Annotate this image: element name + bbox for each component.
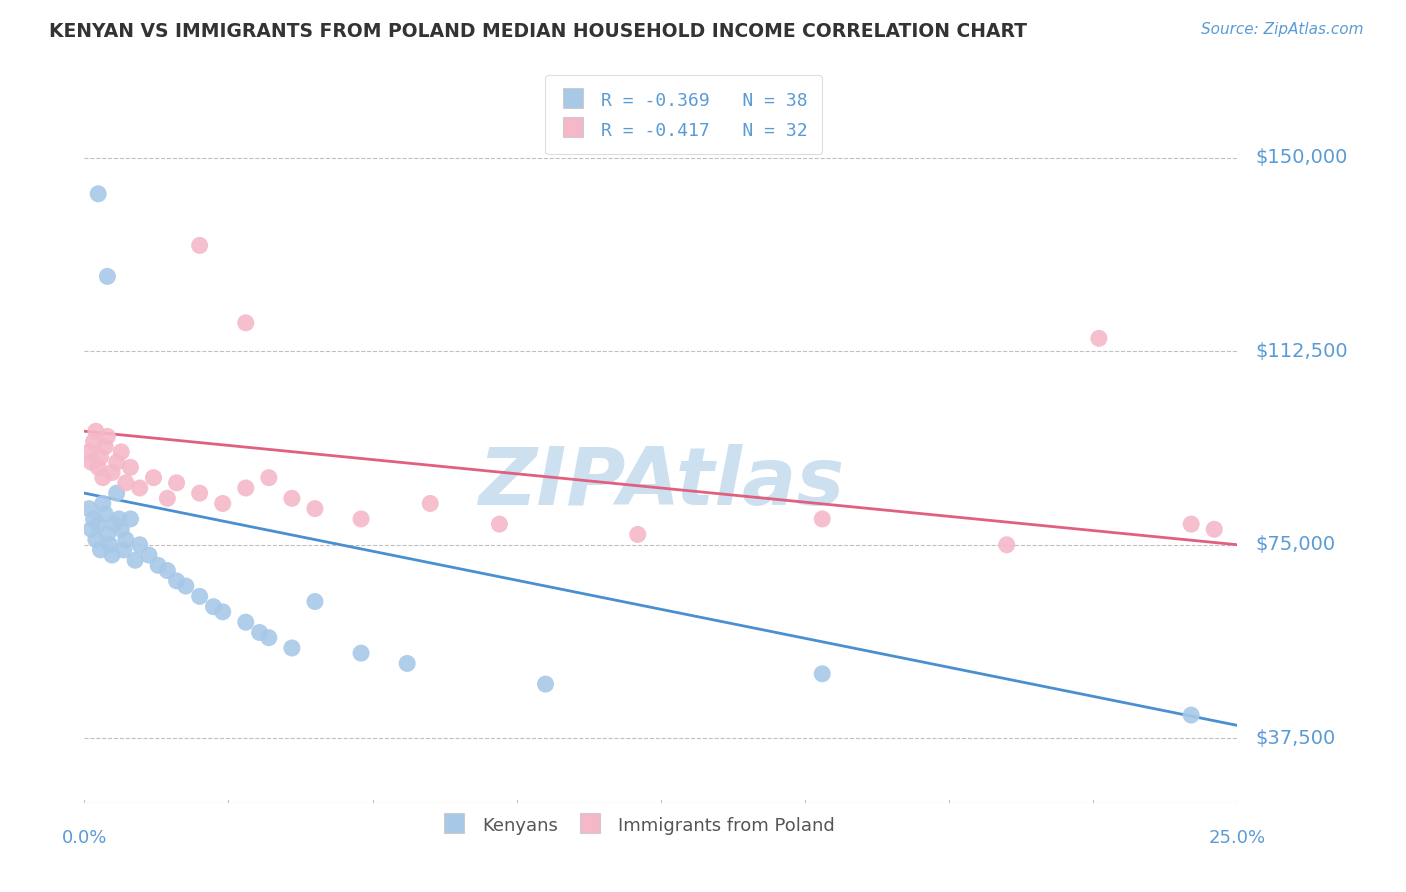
Text: $75,000: $75,000 bbox=[1256, 535, 1336, 554]
Point bbox=[87, 186, 110, 201]
Text: $37,500: $37,500 bbox=[1256, 729, 1336, 747]
Point bbox=[146, 558, 169, 573]
Point bbox=[87, 460, 110, 475]
Point bbox=[77, 501, 100, 516]
Point bbox=[128, 481, 150, 495]
Point bbox=[534, 677, 557, 691]
Point bbox=[84, 424, 107, 438]
Point bbox=[128, 538, 150, 552]
Point bbox=[211, 605, 233, 619]
Point bbox=[101, 548, 124, 562]
Point bbox=[94, 440, 117, 454]
Point bbox=[257, 471, 280, 485]
Text: KENYAN VS IMMIGRANTS FROM POLAND MEDIAN HOUSEHOLD INCOME CORRELATION CHART: KENYAN VS IMMIGRANTS FROM POLAND MEDIAN … bbox=[49, 22, 1028, 41]
Text: ZIPAtlas: ZIPAtlas bbox=[478, 444, 844, 522]
Point bbox=[96, 269, 118, 284]
Point bbox=[115, 533, 138, 547]
Point bbox=[80, 522, 103, 536]
Point bbox=[995, 538, 1018, 552]
Point bbox=[350, 512, 373, 526]
Point bbox=[811, 666, 834, 681]
Legend: Kenyans, Immigrants from Poland: Kenyans, Immigrants from Poland bbox=[429, 802, 848, 848]
Point bbox=[202, 599, 225, 614]
Point bbox=[235, 316, 257, 330]
Point bbox=[257, 631, 280, 645]
Point bbox=[188, 486, 211, 500]
Point bbox=[1204, 522, 1226, 536]
Text: 0.0%: 0.0% bbox=[62, 829, 107, 847]
Point bbox=[627, 527, 650, 541]
Text: $112,500: $112,500 bbox=[1256, 342, 1348, 360]
Point bbox=[156, 564, 179, 578]
Point bbox=[166, 475, 188, 490]
Point bbox=[120, 512, 142, 526]
Point bbox=[80, 455, 103, 469]
Point bbox=[103, 517, 125, 532]
Point bbox=[91, 471, 114, 485]
Point bbox=[142, 471, 165, 485]
Point bbox=[304, 501, 326, 516]
Point bbox=[304, 594, 326, 608]
Point bbox=[98, 538, 121, 552]
Point bbox=[156, 491, 179, 506]
Point bbox=[419, 496, 441, 510]
Point bbox=[89, 542, 111, 557]
Text: Source: ZipAtlas.com: Source: ZipAtlas.com bbox=[1201, 22, 1364, 37]
Point bbox=[249, 625, 271, 640]
Point bbox=[188, 238, 211, 252]
Point bbox=[211, 496, 233, 510]
Point bbox=[138, 548, 160, 562]
Point bbox=[174, 579, 197, 593]
Point bbox=[166, 574, 188, 588]
Point bbox=[1088, 331, 1111, 345]
Point bbox=[96, 429, 118, 443]
Point bbox=[96, 527, 118, 541]
Point bbox=[108, 512, 131, 526]
Point bbox=[83, 434, 105, 449]
Point bbox=[488, 517, 510, 532]
Point bbox=[281, 491, 304, 506]
Point bbox=[281, 640, 304, 655]
Point bbox=[77, 445, 100, 459]
Point bbox=[1180, 517, 1202, 532]
Point bbox=[120, 460, 142, 475]
Point bbox=[396, 657, 419, 671]
Point bbox=[105, 486, 128, 500]
Point bbox=[89, 450, 111, 464]
Point bbox=[350, 646, 373, 660]
Point bbox=[83, 512, 105, 526]
Point bbox=[105, 455, 128, 469]
Point bbox=[101, 466, 124, 480]
Point bbox=[124, 553, 146, 567]
Point bbox=[811, 512, 834, 526]
Point bbox=[112, 542, 135, 557]
Point bbox=[91, 496, 114, 510]
Point bbox=[110, 445, 132, 459]
Point bbox=[1180, 708, 1202, 723]
Point bbox=[188, 590, 211, 604]
Point bbox=[115, 475, 138, 490]
Text: 25.0%: 25.0% bbox=[1209, 829, 1265, 847]
Point bbox=[84, 533, 107, 547]
Point bbox=[87, 517, 110, 532]
Text: $150,000: $150,000 bbox=[1256, 148, 1348, 167]
Point bbox=[235, 615, 257, 630]
Point bbox=[110, 522, 132, 536]
Point bbox=[94, 507, 117, 521]
Point bbox=[235, 481, 257, 495]
